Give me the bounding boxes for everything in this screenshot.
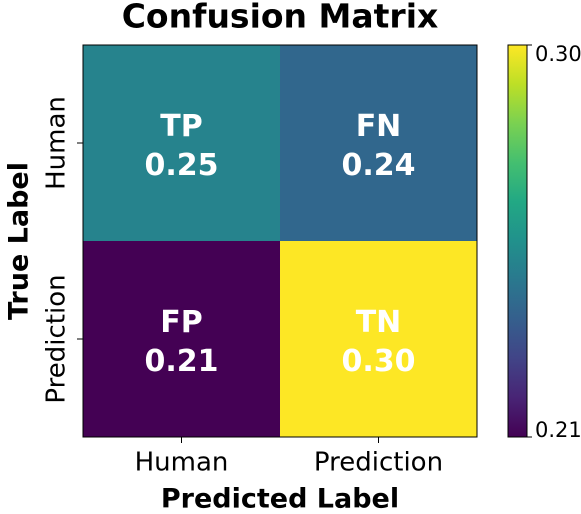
x-axis-label: Predicted Label bbox=[161, 484, 399, 514]
y-axis-label: True Label bbox=[4, 162, 35, 320]
value-label: 0.24 bbox=[341, 148, 415, 183]
chart-title: Confusion Matrix bbox=[122, 0, 439, 36]
heatmap-cell bbox=[83, 45, 280, 241]
colorbar bbox=[507, 44, 528, 438]
x-tick-label: Prediction bbox=[314, 448, 443, 478]
heatmap-frame bbox=[82, 44, 478, 438]
cell-label: FP bbox=[160, 305, 202, 340]
x-tick-label: Human bbox=[135, 448, 229, 478]
heatmap-cell bbox=[83, 241, 280, 437]
heatmap-cell bbox=[280, 241, 477, 437]
y-tick-label: Prediction bbox=[42, 274, 72, 403]
value-label: 0.30 bbox=[341, 344, 415, 379]
cell-label: TN bbox=[356, 305, 402, 340]
colorbar-tick-label: 0.21 bbox=[535, 418, 581, 442]
heatmap-cell bbox=[280, 45, 477, 241]
value-label: 0.21 bbox=[144, 344, 218, 379]
cell-label: TP bbox=[160, 109, 202, 144]
y-tick-label: Human bbox=[42, 96, 72, 190]
colorbar-tick-label: 0.30 bbox=[535, 42, 581, 66]
value-label: 0.25 bbox=[144, 148, 218, 183]
cell-label: FN bbox=[356, 109, 402, 144]
